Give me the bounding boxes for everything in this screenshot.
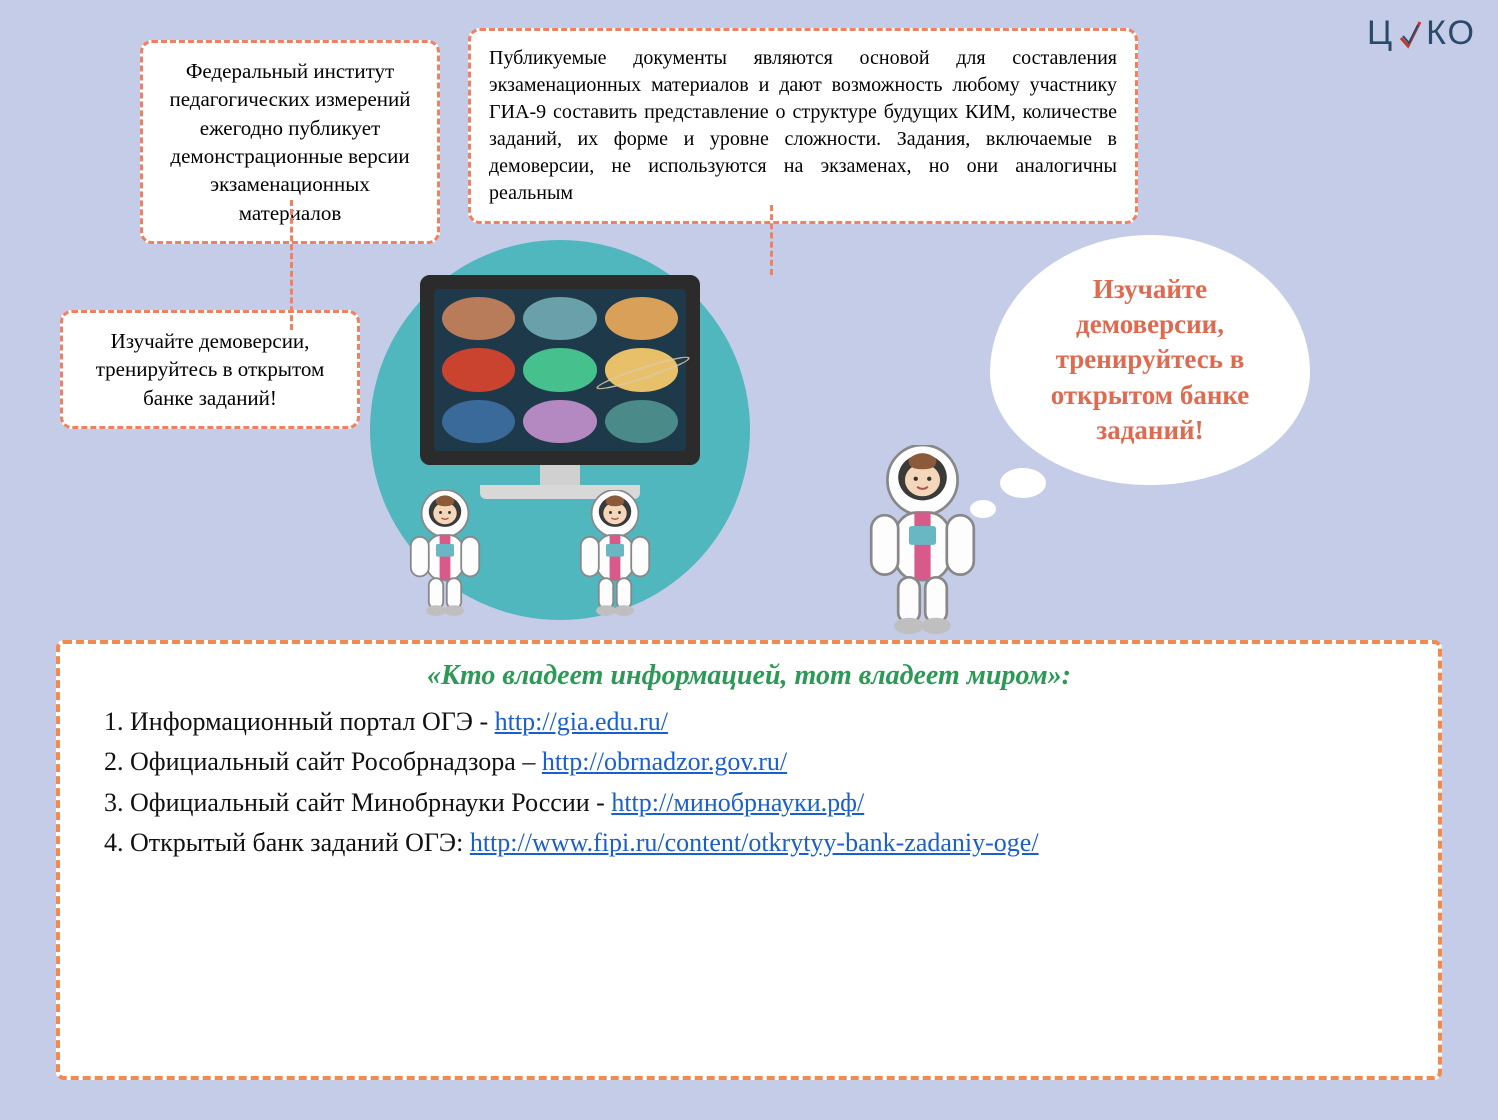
planet-icon	[605, 400, 678, 443]
astronaut-icon	[570, 490, 660, 621]
logo: Ц КО	[1367, 14, 1476, 53]
astronaut-icon	[400, 490, 490, 621]
logo-text-right: КО	[1426, 14, 1476, 53]
planet-icon	[523, 348, 596, 391]
resource-text: Официальный сайт Минобрнауки России -	[130, 788, 611, 817]
resources-list: Информационный портал ОГЭ - http://gia.e…	[88, 702, 1410, 863]
planet-icon	[523, 297, 596, 340]
connector-line	[290, 200, 370, 330]
resource-link[interactable]: http://минобрнауки.рф/	[611, 788, 864, 817]
logo-checkmark-icon	[1398, 16, 1422, 52]
planet-icon	[442, 297, 515, 340]
resource-link[interactable]: http://www.fipi.ru/content/otkrytyy-bank…	[470, 828, 1039, 857]
callout-top-right: Публикуемые документы являются основой д…	[468, 28, 1138, 224]
planet-icon	[605, 297, 678, 340]
resource-item: Открытый банк заданий ОГЭ: http://www.fi…	[130, 823, 1410, 863]
resources-panel: «Кто владеет информацией, тот владеет ми…	[56, 640, 1442, 1080]
planet-icon	[442, 400, 515, 443]
resource-item: Официальный сайт Минобрнауки России - ht…	[130, 783, 1410, 823]
resource-link[interactable]: http://gia.edu.ru/	[495, 707, 668, 736]
resource-link[interactable]: http://obrnadzor.gov.ru/	[542, 747, 787, 776]
resource-text: Официальный сайт Рособрнадзора –	[130, 747, 542, 776]
planet-icon	[605, 348, 678, 391]
resources-title: «Кто владеет информацией, тот владеет ми…	[88, 660, 1410, 692]
resource-item: Информационный портал ОГЭ - http://gia.e…	[130, 702, 1410, 742]
speech-bubble: Изучайте демоверсии, тренируйтесь в откр…	[990, 235, 1310, 485]
astronaut-icon	[855, 445, 990, 639]
planet-icon	[442, 348, 515, 391]
resource-text: Информационный портал ОГЭ -	[130, 707, 495, 736]
logo-text-left: Ц	[1367, 14, 1394, 53]
resource-item: Официальный сайт Рособрнадзора – http://…	[130, 742, 1410, 782]
resource-text: Открытый банк заданий ОГЭ:	[130, 828, 470, 857]
illustration-monitor	[420, 275, 700, 500]
connector-line	[770, 205, 773, 275]
planet-icon	[523, 400, 596, 443]
